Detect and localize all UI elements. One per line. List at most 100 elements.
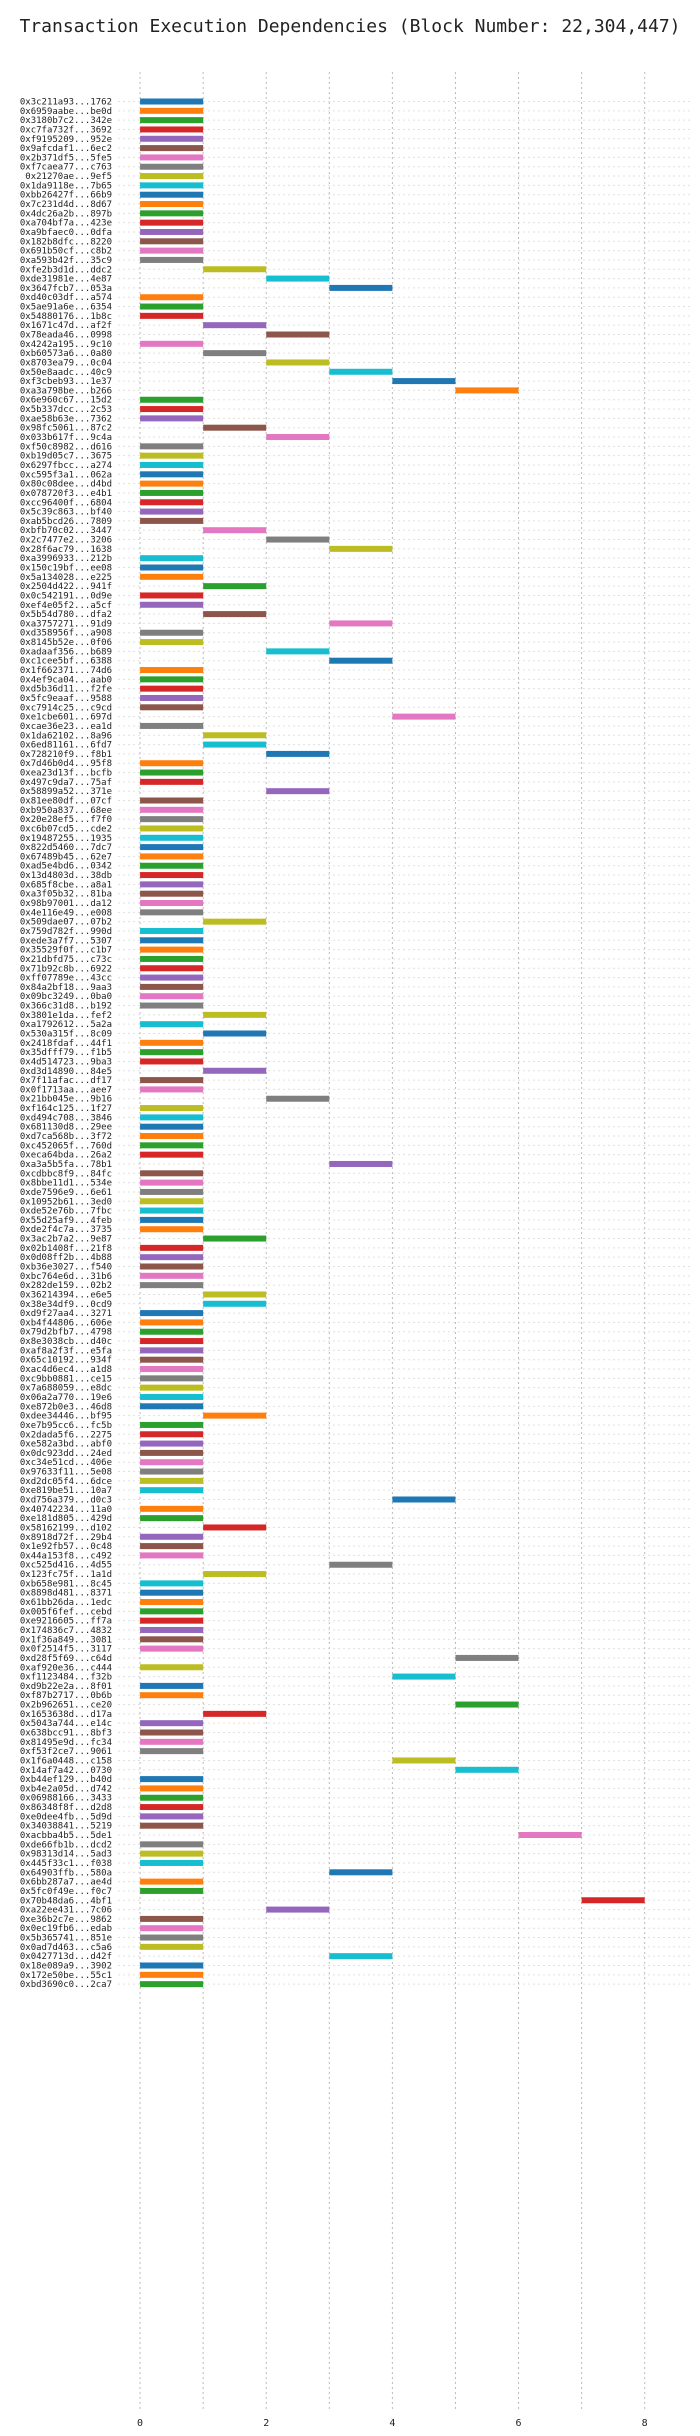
bar: [140, 1533, 204, 1540]
y-tick-label: 0x8145b52e...0f06: [20, 638, 112, 648]
y-tick-label: 0x6959aabe...be0d: [20, 107, 112, 117]
y-tick-label: 0x638bcc91...8bf3: [20, 1729, 112, 1739]
y-tick-label: 0x14af7a42...0730: [20, 1766, 112, 1776]
y-tick-label: 0x44a153f8...c492: [20, 1551, 112, 1561]
y-tick-label: 0x6e960c67...15d2: [20, 396, 112, 406]
bar: [140, 1254, 204, 1261]
y-tick-label: 0x1f662371...74d6: [20, 666, 112, 676]
y-tick-label: 0x80c08dee...d4bd: [20, 480, 112, 490]
y-tick-label: 0xe0dee4fb...5d9d: [20, 1812, 112, 1822]
y-tick-label: 0x6bb287a7...ae4d: [20, 1878, 112, 1888]
y-tick-label: 0x21bb045e...9b16: [20, 1095, 112, 1105]
bar: [140, 1804, 204, 1811]
bar: [266, 750, 330, 757]
y-tick-label: 0x2418fdaf...44f1: [20, 1039, 112, 1049]
y-tick-label: 0xab5bcd26...7809: [20, 517, 112, 527]
bar: [140, 452, 204, 459]
y-tick-label: 0xdee34446...bf95: [20, 1412, 112, 1422]
bar: [140, 1477, 204, 1484]
y-tick-label: 0xaf8a2f3f...e5fa: [20, 1346, 112, 1356]
bar: [140, 844, 204, 851]
y-tick-label: 0x7f11afac...df17: [20, 1076, 112, 1086]
bar: [140, 890, 204, 897]
bar: [140, 126, 204, 133]
bar: [203, 527, 267, 534]
bar: [140, 1431, 204, 1438]
bar: [203, 1412, 267, 1419]
y-tick-label: 0xa3a798be...b266: [20, 386, 112, 396]
bar: [140, 471, 204, 478]
bar: [203, 1067, 267, 1074]
bar: [140, 853, 204, 860]
y-tick-label: 0xde66fb1b...dcd2: [20, 1840, 112, 1850]
bar: [140, 1589, 204, 1596]
bar: [140, 415, 204, 422]
y-tick-label: 0x78eada46...0998: [20, 331, 112, 341]
y-tick-label: 0x282de159...02b2: [20, 1281, 112, 1291]
bar: [140, 629, 204, 636]
bar: [329, 368, 393, 375]
bar: [140, 694, 204, 701]
bar: [140, 1282, 204, 1289]
bar: [140, 862, 204, 869]
x-tick-label: 8: [642, 2418, 648, 2429]
bar: [140, 1515, 204, 1522]
bar: [140, 1636, 204, 1643]
y-tick-label: 0x67489b45...62e7: [20, 852, 112, 862]
y-tick-label: 0x2dada5f6...2275: [20, 1430, 112, 1440]
bar: [140, 201, 204, 208]
bar: [140, 881, 204, 888]
bar: [140, 1580, 204, 1587]
bar: [140, 1887, 204, 1894]
bar: [203, 1524, 267, 1531]
bar: [140, 1319, 204, 1326]
bar: [140, 704, 204, 711]
y-tick-label: 0xd2dc05f4...6dce: [20, 1477, 112, 1487]
bar: [140, 1002, 204, 1009]
bar: [140, 983, 204, 990]
bar: [140, 1216, 204, 1223]
tick-layer: 0 2 4 6 8: [137, 2418, 648, 2429]
bar: [140, 769, 204, 776]
bar: [140, 872, 204, 879]
bar: [329, 1869, 393, 1876]
y-tick-label: 0xe7b95cc6...fc5b: [20, 1421, 112, 1431]
bar: [455, 387, 519, 394]
bar: [140, 1347, 204, 1354]
bar: [140, 173, 204, 180]
bar: [140, 1468, 204, 1475]
y-tick-label: 0x10952b61...3ed0: [20, 1197, 112, 1207]
y-tick-label: 0x8bbe11d1...534e: [20, 1179, 112, 1189]
y-tick-label: 0xb4f44806...606e: [20, 1318, 112, 1328]
bar: [518, 1832, 582, 1839]
bar: [140, 1738, 204, 1745]
y-tick-label: 0x5fc9eaaf...9588: [20, 694, 112, 704]
bar: [140, 1505, 204, 1512]
bar: [140, 1934, 204, 1941]
bar: [140, 396, 204, 403]
y-tick-label: 0xe1cbe601...697d: [20, 713, 112, 723]
bar: [140, 191, 204, 198]
chart-title: Transaction Execution Dependencies (Bloc…: [19, 16, 681, 37]
y-tick-label: 0x36214394...e6e5: [20, 1290, 112, 1300]
x-tick-label: 6: [516, 2418, 522, 2429]
y-tick-label: 0xf87b2717...0b6b: [20, 1691, 112, 1701]
y-tick-label: 0xd9b22e2a...8f01: [20, 1682, 112, 1692]
y-tick-label: 0xf1123484...f32b: [20, 1673, 112, 1683]
bar: [140, 974, 204, 981]
bar: [203, 583, 267, 590]
y-tick-label: 0xde52e76b...7fbc: [20, 1207, 112, 1217]
y-tick-label: 0xaf920e36...c444: [20, 1663, 112, 1673]
y-tick-label: 0x3180b7c2...342e: [20, 116, 112, 126]
bar: [140, 1720, 204, 1727]
bar: [140, 154, 204, 161]
bar: [203, 732, 267, 739]
y-tick-label: 0x1da9118e...7b65: [20, 181, 112, 191]
y-tick-label: 0x691b50cf...c8b2: [20, 247, 112, 257]
y-tick-label: 0xbb26427f...66b9: [20, 191, 112, 201]
bar: [140, 256, 204, 263]
y-tick-label: 0xd7ca568b...3f72: [20, 1132, 112, 1142]
label-layer: 0x3c211a93...17620x6959aabe...be0d0x3180…: [20, 98, 112, 1991]
bar: [329, 620, 393, 627]
